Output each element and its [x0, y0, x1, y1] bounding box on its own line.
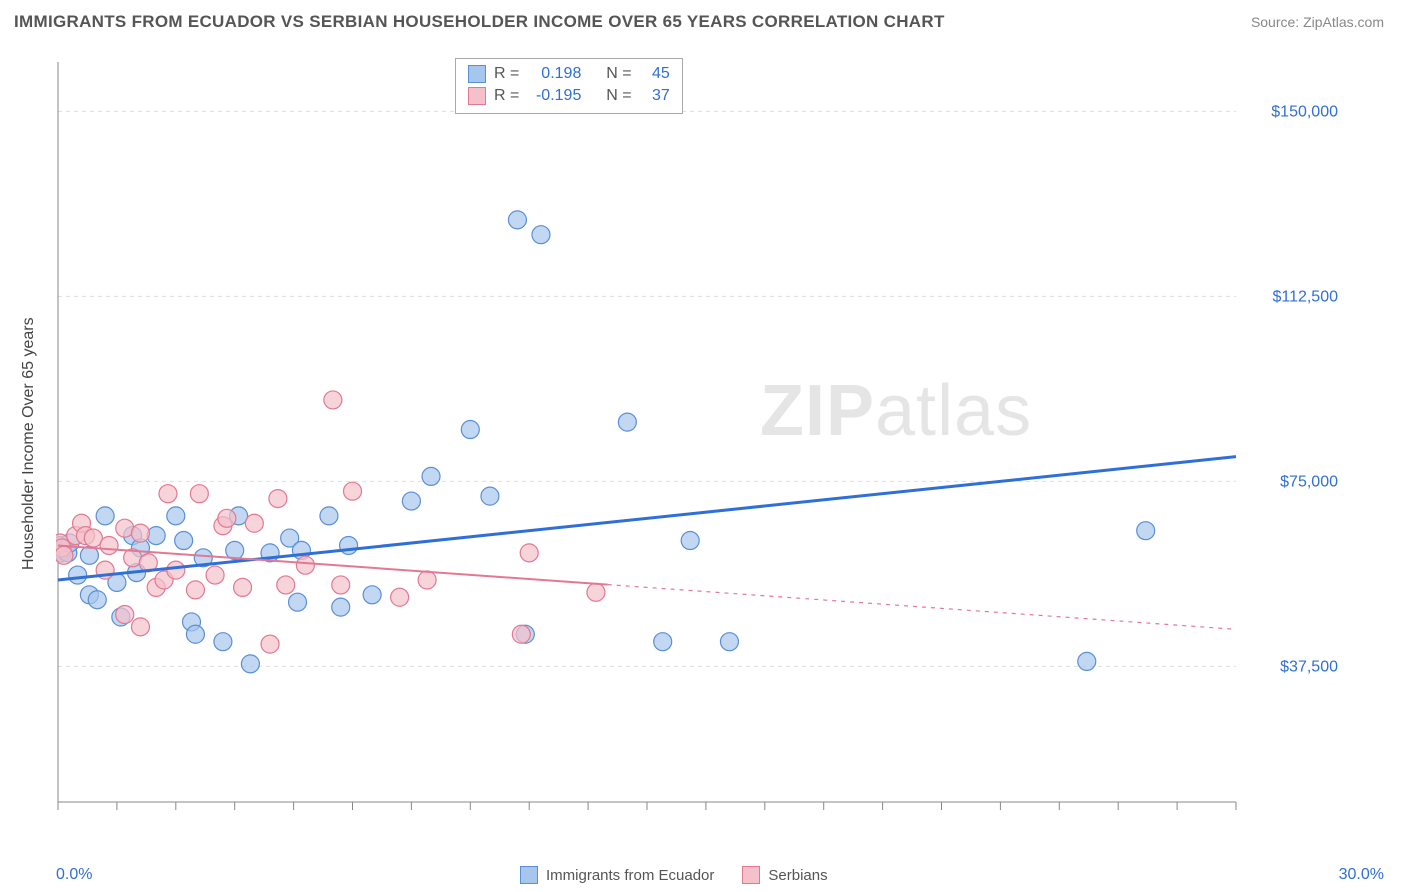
- data-point: [241, 655, 259, 673]
- correlation-stats-box: R = 0.198 N = 45 R = -0.195 N = 37: [455, 58, 683, 114]
- source-attribution: Source: ZipAtlas.com: [1251, 14, 1384, 30]
- data-point: [175, 532, 193, 550]
- n-label: N =: [606, 65, 631, 83]
- data-point: [418, 571, 436, 589]
- data-point: [131, 524, 149, 542]
- data-point: [116, 606, 134, 624]
- data-point: [391, 588, 409, 606]
- data-point: [1137, 522, 1155, 540]
- y-tick-label: $75,000: [1280, 473, 1338, 490]
- legend-swatch: [742, 866, 760, 884]
- n-value: 45: [652, 65, 670, 83]
- data-point: [344, 482, 362, 500]
- data-point: [520, 544, 538, 562]
- chart-title: IMMIGRANTS FROM ECUADOR VS SERBIAN HOUSE…: [14, 12, 945, 32]
- data-point: [512, 625, 530, 643]
- data-point: [218, 509, 236, 527]
- data-point: [618, 413, 636, 431]
- data-point: [277, 576, 295, 594]
- data-point: [296, 556, 314, 574]
- stats-row: R = 0.198 N = 45: [468, 63, 670, 85]
- data-point: [363, 586, 381, 604]
- data-point: [186, 581, 204, 599]
- x-axis-max-label: 30.0%: [1339, 866, 1384, 884]
- y-axis-label: Householder Income Over 65 years: [20, 317, 38, 570]
- data-point: [261, 635, 279, 653]
- data-point: [245, 514, 263, 532]
- series-swatch: [468, 87, 486, 105]
- data-point: [1078, 652, 1096, 670]
- data-point: [190, 485, 208, 503]
- y-tick-label: $150,000: [1271, 103, 1338, 120]
- n-label: N =: [606, 87, 631, 105]
- data-point: [88, 591, 106, 609]
- r-label: R =: [494, 87, 519, 105]
- stats-row: R = -0.195 N = 37: [468, 85, 670, 107]
- data-point: [186, 625, 204, 643]
- n-value: 37: [652, 87, 670, 105]
- r-value: -0.195: [527, 87, 581, 105]
- data-point: [332, 576, 350, 594]
- y-tick-label: $37,500: [1280, 658, 1338, 675]
- series-swatch: [468, 65, 486, 83]
- data-point: [167, 561, 185, 579]
- data-point: [461, 421, 479, 439]
- data-point: [159, 485, 177, 503]
- data-point: [69, 566, 87, 584]
- data-point: [289, 593, 307, 611]
- trend-line-extrapolated: [608, 585, 1236, 630]
- data-point: [340, 536, 358, 554]
- legend-item: Immigrants from Ecuador: [520, 866, 714, 884]
- legend: Immigrants from Ecuador Serbians: [520, 866, 828, 884]
- data-point: [324, 391, 342, 409]
- data-point: [654, 633, 672, 651]
- data-point: [96, 507, 114, 525]
- scatter-plot: $37,500 $75,000 $112,500 $150,000: [56, 56, 1346, 830]
- data-point: [147, 527, 165, 545]
- data-point: [100, 536, 118, 554]
- data-point: [131, 618, 149, 636]
- r-value: 0.198: [527, 65, 581, 83]
- data-point: [320, 507, 338, 525]
- data-point: [587, 583, 605, 601]
- legend-item: Serbians: [742, 866, 827, 884]
- data-point: [56, 546, 73, 564]
- legend-label: Immigrants from Ecuador: [546, 867, 714, 884]
- data-point: [206, 566, 224, 584]
- data-point: [508, 211, 526, 229]
- legend-swatch: [520, 866, 538, 884]
- data-point: [681, 532, 699, 550]
- data-point: [402, 492, 420, 510]
- data-point: [332, 598, 350, 616]
- data-point: [481, 487, 499, 505]
- legend-label: Serbians: [768, 867, 827, 884]
- data-point: [532, 226, 550, 244]
- data-point: [422, 467, 440, 485]
- r-label: R =: [494, 65, 519, 83]
- data-point: [214, 633, 232, 651]
- data-point: [269, 490, 287, 508]
- data-point: [167, 507, 185, 525]
- data-point: [720, 633, 738, 651]
- x-axis-min-label: 0.0%: [56, 866, 92, 884]
- data-point: [234, 578, 252, 596]
- y-tick-label: $112,500: [1272, 288, 1338, 305]
